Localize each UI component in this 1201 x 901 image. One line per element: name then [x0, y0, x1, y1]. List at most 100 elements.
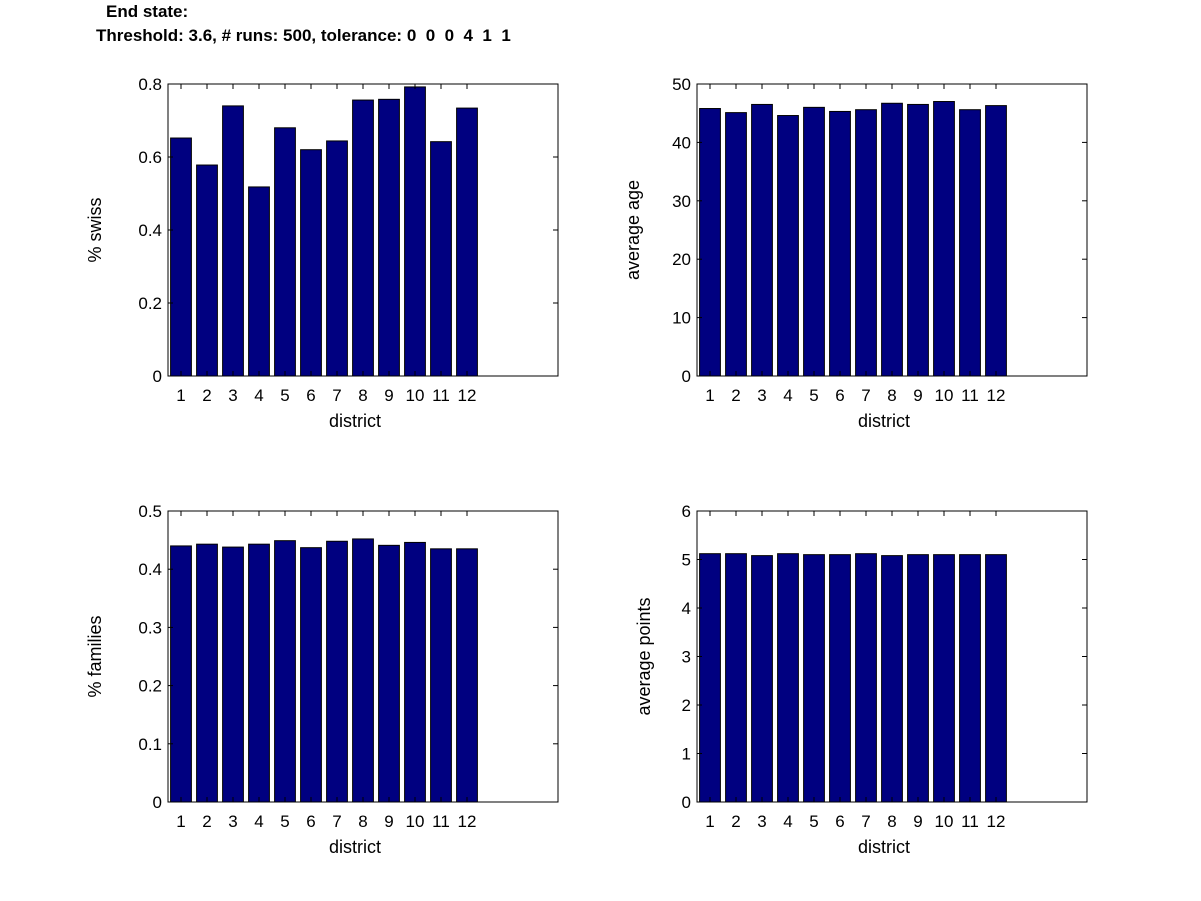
x-tick-label: 3	[757, 386, 766, 405]
bar-district-8	[881, 555, 903, 803]
x-tick-label: 1	[176, 812, 185, 831]
figure-title-line-2: Threshold: 3.6, # runs: 500, tolerance: …	[96, 26, 511, 45]
y-tick-label: 1	[682, 745, 691, 764]
bar-district-9	[907, 554, 929, 803]
x-tick-label: 8	[887, 386, 896, 405]
x-tick-label: 4	[254, 812, 263, 831]
y-tick-label: 5	[682, 551, 691, 570]
bar-district-5	[274, 540, 296, 803]
x-tick-label: 4	[254, 386, 263, 405]
x-tick-label: 2	[731, 812, 740, 831]
x-tick-label: 9	[913, 386, 922, 405]
bar-district-8	[352, 99, 374, 377]
x-axis-label: district	[329, 411, 381, 431]
x-tick-label: 3	[757, 812, 766, 831]
x-tick-label: 10	[935, 812, 954, 831]
y-tick-label: 20	[672, 250, 691, 269]
y-tick-label: 0	[153, 793, 162, 812]
y-tick-label: 0.4	[138, 221, 162, 240]
bar-district-11	[959, 109, 981, 377]
bar-district-3	[751, 103, 773, 377]
bar-district-10	[933, 554, 955, 803]
x-tick-label: 9	[384, 386, 393, 405]
x-tick-label: 12	[458, 386, 477, 405]
x-axis-label: district	[858, 411, 910, 431]
x-tick-label: 11	[432, 812, 450, 831]
x-tick-label: 6	[306, 386, 315, 405]
x-tick-label: 8	[358, 812, 367, 831]
bar-district-7	[855, 109, 877, 377]
bar-district-11	[430, 548, 452, 803]
x-tick-label: 3	[228, 812, 237, 831]
y-tick-label: 0.5	[138, 502, 162, 521]
y-tick-label: 50	[672, 75, 691, 94]
y-tick-label: 0.2	[138, 677, 162, 696]
y-axis-label: % families	[85, 615, 105, 697]
x-tick-label: 7	[861, 386, 870, 405]
x-axis-label: district	[329, 837, 381, 857]
bar-district-12	[985, 105, 1007, 377]
bar-district-5	[274, 127, 296, 377]
bar-district-2	[725, 112, 747, 377]
bar-district-1	[699, 108, 721, 377]
bar-district-2	[725, 553, 747, 803]
x-tick-label: 8	[358, 386, 367, 405]
bar-district-6	[300, 149, 322, 377]
x-tick-label: 9	[384, 812, 393, 831]
x-tick-label: 7	[332, 386, 341, 405]
bar-district-7	[855, 553, 877, 803]
x-tick-label: 12	[458, 812, 477, 831]
x-tick-label: 1	[176, 386, 185, 405]
y-tick-label: 3	[682, 648, 691, 667]
x-tick-label: 5	[809, 386, 818, 405]
bar-district-11	[959, 554, 981, 803]
x-tick-label: 6	[835, 812, 844, 831]
bar-district-8	[352, 538, 374, 803]
x-tick-label: 2	[731, 386, 740, 405]
x-tick-label: 10	[406, 386, 425, 405]
y-tick-label: 0.1	[138, 735, 162, 754]
bar-district-10	[404, 541, 426, 803]
y-tick-label: 0.6	[138, 148, 162, 167]
x-tick-label: 10	[406, 812, 425, 831]
bar-district-7	[326, 540, 348, 803]
bar-district-4	[777, 115, 799, 377]
bar-district-6	[829, 554, 851, 803]
bar-district-10	[933, 101, 955, 377]
bar-district-9	[378, 98, 400, 377]
x-tick-label: 12	[987, 386, 1006, 405]
y-tick-label: 30	[672, 192, 691, 211]
y-axis-label: % swiss	[85, 197, 105, 262]
y-tick-label: 0.8	[138, 75, 162, 94]
bar-district-5	[803, 106, 825, 377]
y-axis-label: average age	[623, 180, 643, 280]
bar-district-4	[248, 186, 270, 377]
x-tick-label: 5	[809, 812, 818, 831]
x-tick-label: 5	[280, 812, 289, 831]
y-tick-label: 6	[682, 502, 691, 521]
x-tick-label: 1	[705, 812, 714, 831]
x-tick-label: 11	[432, 386, 450, 405]
x-tick-label: 7	[332, 812, 341, 831]
bar-district-5	[803, 554, 825, 803]
bar-district-6	[829, 110, 851, 377]
bar-district-8	[881, 102, 903, 377]
bar-district-9	[907, 103, 929, 377]
y-tick-label: 0	[682, 367, 691, 386]
bar-district-12	[985, 554, 1007, 803]
bar-district-3	[222, 105, 244, 377]
y-axis-label: average points	[634, 597, 654, 715]
x-tick-label: 4	[783, 386, 792, 405]
bar-district-12	[456, 548, 478, 803]
x-tick-label: 2	[202, 812, 211, 831]
bar-district-1	[170, 137, 192, 377]
bar-district-3	[222, 546, 244, 803]
bar-district-4	[248, 543, 270, 803]
bar-district-9	[378, 544, 400, 803]
x-tick-label: 3	[228, 386, 237, 405]
x-tick-label: 10	[935, 386, 954, 405]
bar-district-6	[300, 547, 322, 803]
y-tick-label: 10	[672, 309, 691, 328]
